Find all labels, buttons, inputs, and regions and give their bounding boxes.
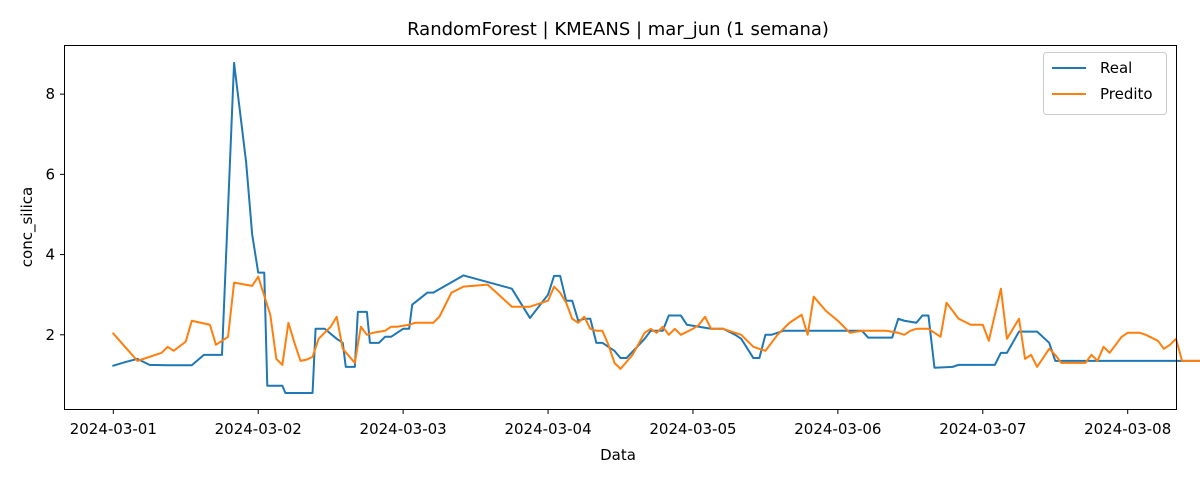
- y-tick-label: 4: [45, 246, 55, 264]
- legend: Real Predito: [1043, 52, 1167, 115]
- x-tick-label: 2024-03-04: [504, 420, 591, 438]
- series-layer: [111, 61, 1200, 394]
- x-axis-label: Data: [600, 446, 636, 464]
- x-tick-label: 2024-03-06: [794, 420, 881, 438]
- legend-label-real: Real: [1100, 59, 1132, 77]
- x-tick-label: 2024-03-05: [649, 420, 736, 438]
- plot-frame: [64, 45, 1177, 410]
- x-tick-label: 2024-03-01: [70, 420, 157, 438]
- y-tick-label: 6: [45, 165, 55, 183]
- chart-title: RandomForest | KMEANS | mar_jun (1 seman…: [407, 19, 829, 40]
- x-tick-label: 2024-03-02: [215, 420, 302, 438]
- y-axis: 2 4 6 8: [45, 85, 65, 344]
- x-tick-label: 2024-03-07: [939, 420, 1026, 438]
- x-axis: 2024-03-01 2024-03-02 2024-03-03 2024-03-04…: [70, 409, 1171, 438]
- y-axis-label: conc_silica: [18, 187, 37, 267]
- legend-label-predito: Predito: [1100, 85, 1153, 103]
- x-tick-label: 2024-03-03: [360, 420, 447, 438]
- series-line-real: [112, 61, 1200, 394]
- y-tick-label: 8: [45, 85, 55, 103]
- plot-area: [64, 45, 1200, 410]
- y-tick-label: 2: [45, 326, 55, 344]
- x-tick-label: 2024-03-08: [1084, 420, 1171, 438]
- series-line-predito: [111, 275, 1200, 370]
